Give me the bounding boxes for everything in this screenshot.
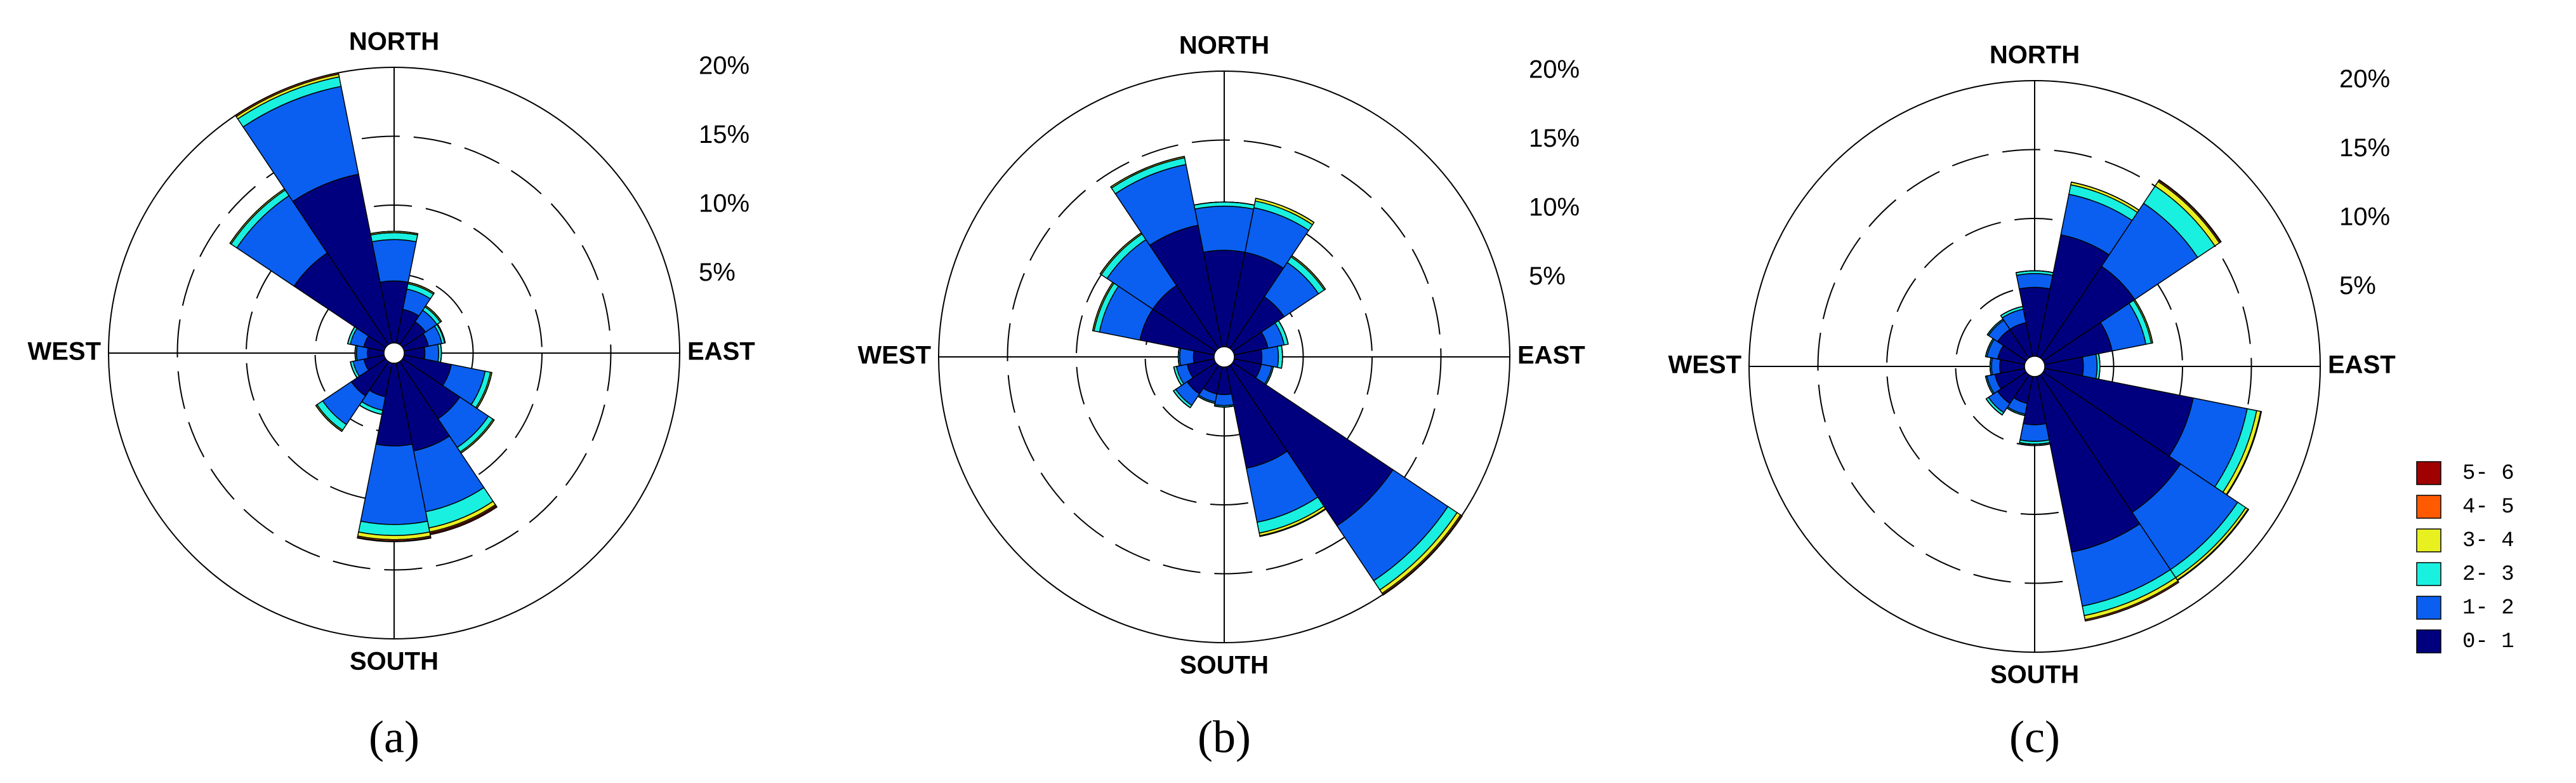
direction-label: EAST bbox=[2328, 351, 2396, 379]
legend-swatch bbox=[2416, 629, 2441, 653]
wind-sector bbox=[1985, 398, 2003, 416]
wind-sector bbox=[425, 305, 442, 322]
r-tick-label: 15% bbox=[1529, 124, 1580, 152]
wind-sector bbox=[1985, 376, 1993, 395]
r-tick-label: 10% bbox=[699, 190, 750, 218]
r-tick-label: 20% bbox=[2339, 65, 2390, 93]
direction-label: NORTH bbox=[1990, 41, 2080, 69]
direction-label: SOUTH bbox=[350, 648, 439, 676]
wind-sector bbox=[2019, 423, 2050, 442]
grid-ring bbox=[1817, 149, 2252, 584]
r-tick-label: 15% bbox=[699, 121, 750, 149]
legend-swatch bbox=[2416, 495, 2441, 519]
legend-swatch bbox=[2416, 562, 2441, 586]
legend-swatch bbox=[2416, 461, 2441, 485]
outer-ring bbox=[938, 70, 1510, 643]
wind-sector bbox=[2016, 273, 2054, 290]
wind-sector bbox=[437, 323, 446, 344]
r-tick-label: 10% bbox=[1529, 194, 1580, 222]
direction-label: WEST bbox=[27, 338, 101, 366]
wind-sector bbox=[1278, 320, 1289, 345]
center-hole bbox=[2024, 356, 2045, 377]
grid-ring bbox=[1007, 139, 1442, 575]
wind-sector bbox=[357, 537, 432, 542]
legend-label: 1- 2 bbox=[2462, 596, 2514, 620]
wind-sector bbox=[2000, 305, 2023, 316]
direction-label: SOUTH bbox=[1990, 661, 2079, 689]
direction-label: WEST bbox=[1668, 351, 1741, 379]
outer-ring bbox=[108, 67, 680, 639]
legend-label: 5- 6 bbox=[2462, 462, 2514, 486]
caption: (c) bbox=[2009, 712, 2060, 763]
wind-sector bbox=[1255, 197, 1314, 223]
direction-label: EAST bbox=[1517, 342, 1585, 370]
wind-sector bbox=[1214, 393, 1234, 406]
wind-sector bbox=[235, 72, 339, 116]
legend-swatch bbox=[2416, 528, 2441, 552]
direction-label: SOUTH bbox=[1180, 652, 1269, 679]
wind-sector bbox=[1173, 366, 1182, 386]
r-tick-label: 10% bbox=[2339, 203, 2390, 231]
r-tick-label: 15% bbox=[2339, 134, 2390, 162]
r-tick-label: 5% bbox=[2339, 272, 2376, 300]
wind-sector bbox=[1173, 391, 1191, 408]
direction-label: NORTH bbox=[1179, 32, 1269, 60]
legend-label: 3- 4 bbox=[2462, 529, 2514, 553]
direction-label: NORTH bbox=[349, 28, 439, 56]
wind-sector bbox=[315, 405, 342, 432]
wind-sector bbox=[2158, 179, 2222, 243]
wind-sector bbox=[2082, 353, 2098, 380]
wind-sector bbox=[370, 231, 418, 234]
grid-ring bbox=[1886, 218, 2183, 515]
wind-sector bbox=[1194, 205, 1255, 253]
wind-sector bbox=[1291, 255, 1326, 290]
outer-ring bbox=[1748, 80, 2321, 653]
legend-label: 2- 3 bbox=[2462, 563, 2514, 587]
wind-sector bbox=[1991, 357, 2001, 376]
legend-label: 4- 5 bbox=[2462, 495, 2514, 519]
caption: (a) bbox=[369, 712, 419, 763]
r-tick-label: 5% bbox=[699, 258, 736, 286]
legend-label: 0- 1 bbox=[2462, 630, 2514, 654]
wind-sector bbox=[1382, 514, 1463, 596]
direction-label: WEST bbox=[857, 342, 931, 370]
legend-swatch bbox=[2416, 596, 2441, 620]
direction-label: EAST bbox=[687, 338, 755, 366]
caption: (b) bbox=[1198, 712, 1251, 763]
center-hole bbox=[383, 342, 405, 364]
r-tick-label: 20% bbox=[699, 52, 750, 80]
wind-sector bbox=[2085, 582, 2179, 622]
grid-ring bbox=[176, 135, 612, 571]
r-tick-label: 5% bbox=[1529, 262, 1566, 290]
r-tick-label: 20% bbox=[1529, 56, 1580, 84]
center-hole bbox=[1213, 346, 1235, 368]
